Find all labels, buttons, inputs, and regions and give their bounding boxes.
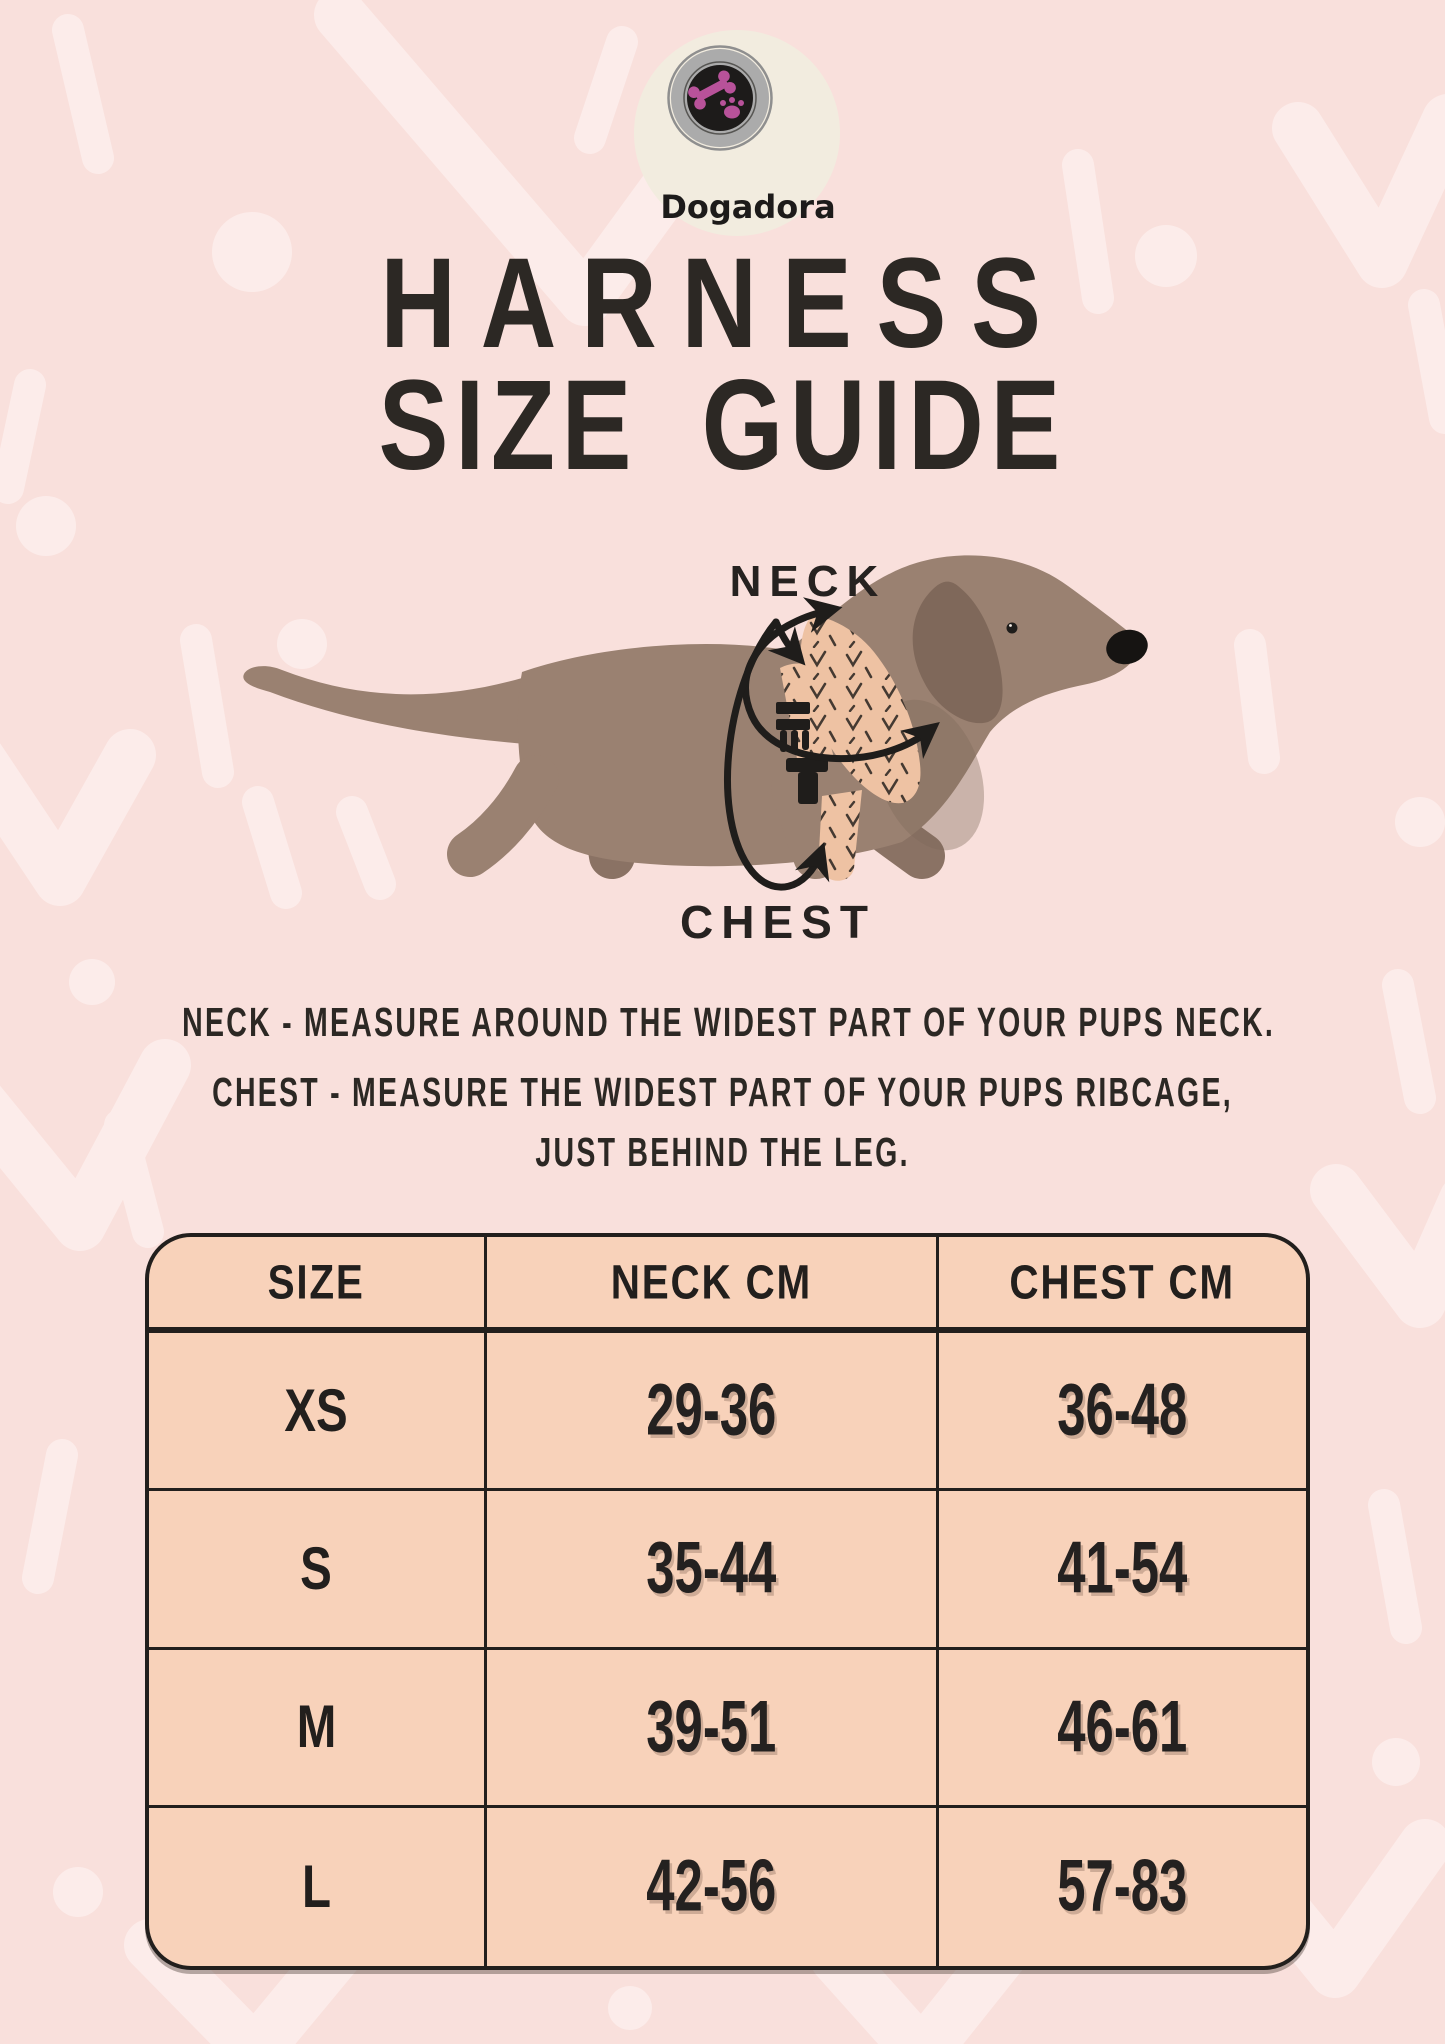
table-row-l-chest: 57-83 [1057, 1846, 1188, 1928]
table-row-s-neck: 35-44 [486, 1491, 940, 1650]
table-row-s-chest: 41-54 [939, 1491, 1306, 1650]
table-row-s-size: S [149, 1491, 487, 1650]
instruction-line-chest: CHEST - MEASURE THE WIDEST PART OF YOUR … [212, 1070, 1233, 1116]
column-header-size: SIZE [149, 1237, 487, 1333]
page-title-line2: SIZE GUIDE [378, 354, 1067, 497]
brand-name: Dogadora [660, 188, 835, 226]
table-row-xs-size: XS [149, 1333, 487, 1492]
column-header-neck: NECK CM [486, 1237, 940, 1333]
table-row-m-chest: 46-61 [939, 1650, 1306, 1808]
bone-icon [688, 70, 736, 110]
chest-measure-arrow [724, 618, 830, 891]
instruction-line-neck: NECK - MEASURE AROUND THE WIDEST PART OF… [182, 1000, 1276, 1046]
dog-eye [1006, 622, 1018, 634]
paw-print-icon [720, 97, 744, 119]
dog-measurement-diagram: NECK CHEST [230, 520, 1210, 1020]
table-row-m-size: M [149, 1649, 487, 1808]
harness-adjuster [786, 758, 828, 804]
chest-label: CHEST [680, 896, 876, 948]
table-row-m-neck: 39-51 [486, 1649, 940, 1808]
size-table: SIZE NECK CM CHEST CM XS 29-36 36-48 S 3… [145, 1233, 1310, 1970]
table-row-l-neck: 42-56 [487, 1807, 940, 1966]
instruction-line-chest2: JUST BEHIND THE LEG. [535, 1130, 910, 1176]
page-title-line1: HARNESS [379, 232, 1066, 375]
table-row-xs-neck: 29-36 [486, 1333, 940, 1492]
dog-nose [1106, 629, 1148, 665]
table-row-l-size: L [149, 1807, 487, 1966]
chest-arrow-curl [767, 618, 806, 666]
column-header-chest: CHEST CM [939, 1237, 1306, 1333]
neck-label: NECK [730, 557, 887, 606]
brand-logo-badge: Dogadora [634, 30, 840, 236]
dog-tail [243, 666, 526, 744]
table-row-xs-chest: 36-48 [939, 1333, 1306, 1492]
